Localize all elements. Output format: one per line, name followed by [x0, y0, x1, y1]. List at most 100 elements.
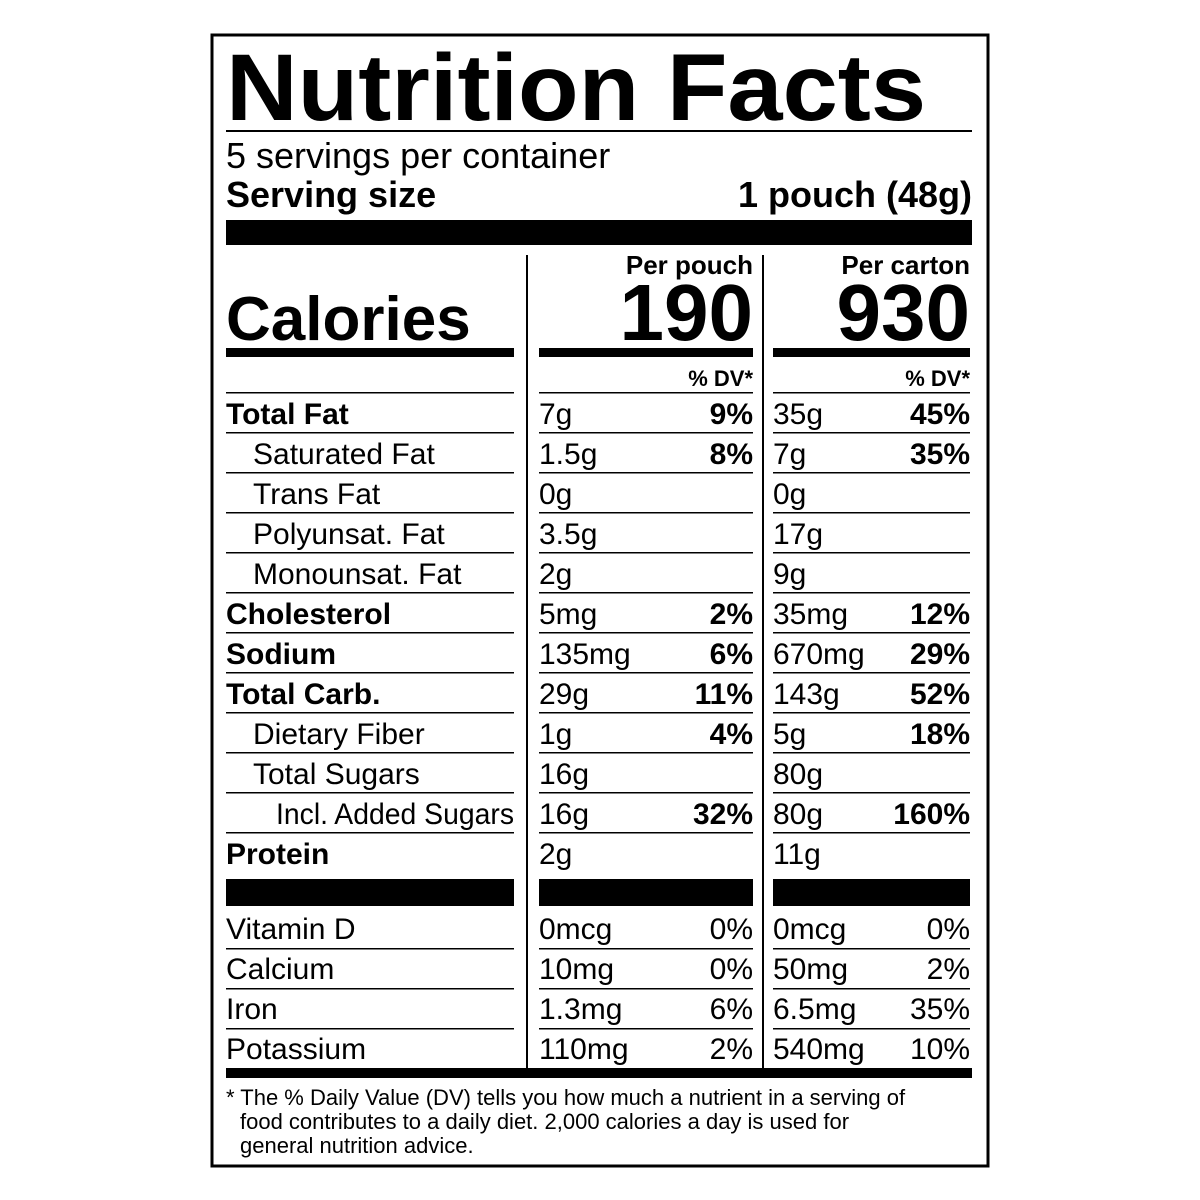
nutrient-name: Saturated Fat — [253, 438, 435, 471]
rule — [773, 472, 970, 474]
amount: 11g — [773, 838, 821, 871]
daily-value: 35% — [910, 438, 970, 471]
amount: 5mg — [539, 598, 597, 631]
amount: 7g — [539, 398, 572, 431]
rule — [773, 832, 970, 834]
column-divider — [526, 255, 528, 1068]
nutrient-name: Monounsat. Fat — [253, 558, 462, 591]
daily-value: 2% — [927, 953, 970, 986]
nutrient-name: Trans Fat — [253, 478, 381, 511]
amount: 2g — [539, 558, 572, 591]
amount: 2g — [539, 838, 572, 871]
rule — [226, 712, 514, 714]
daily-value: 9% — [710, 398, 753, 431]
rule — [773, 632, 970, 634]
rule — [539, 752, 753, 754]
amount: 80g — [773, 758, 823, 791]
bar — [226, 348, 514, 357]
daily-value: 32% — [693, 798, 753, 831]
nutrient-name: Protein — [226, 838, 329, 871]
rule — [226, 592, 514, 594]
thick-bar — [226, 220, 972, 245]
rule — [773, 988, 970, 990]
amount: 670mg — [773, 638, 865, 671]
amount: 6.5mg — [773, 993, 856, 1026]
footnote: food contributes to a daily diet. 2,000 … — [240, 1109, 849, 1134]
daily-value: 6% — [710, 993, 753, 1026]
rule — [539, 948, 753, 950]
amount: 1.5g — [539, 438, 597, 471]
amount: 135mg — [539, 638, 631, 671]
rule — [539, 592, 753, 594]
amount: 50mg — [773, 953, 848, 986]
calories-value: 930 — [837, 268, 970, 357]
nutrient-name: Total Fat — [226, 398, 349, 431]
daily-value: 12% — [910, 598, 970, 631]
amount: 35mg — [773, 598, 848, 631]
amount: 80g — [773, 798, 823, 831]
thick-bar — [226, 1068, 972, 1078]
rule — [539, 1028, 753, 1030]
nutrient-name: Total Sugars — [253, 758, 420, 791]
amount: 7g — [773, 438, 806, 471]
nutrient-name: Dietary Fiber — [253, 718, 425, 751]
rule — [226, 512, 514, 514]
amount: 16g — [539, 758, 589, 791]
rule — [773, 512, 970, 514]
rule — [226, 672, 514, 674]
daily-value: 8% — [710, 438, 753, 471]
nutrient-name: Potassium — [226, 1033, 366, 1066]
rule — [773, 392, 970, 394]
rule — [226, 130, 972, 132]
rule — [539, 552, 753, 554]
amount: 1.3mg — [539, 993, 622, 1026]
rule — [773, 592, 970, 594]
amount: 3.5g — [539, 518, 597, 551]
daily-value: 52% — [910, 678, 970, 711]
amount: 1g — [539, 718, 572, 751]
amount: 110mg — [539, 1033, 629, 1066]
daily-value: 29% — [910, 638, 970, 671]
amount: 9g — [773, 558, 806, 591]
rule — [773, 792, 970, 794]
rule — [226, 472, 514, 474]
daily-value: 2% — [710, 598, 753, 631]
rule — [539, 988, 753, 990]
rule — [226, 988, 514, 990]
daily-value: 0% — [710, 913, 753, 946]
daily-value: 35% — [910, 993, 970, 1026]
nutrient-name: Calcium — [226, 953, 334, 986]
rule — [539, 832, 753, 834]
rule — [226, 832, 514, 834]
servings: 5 servings per container — [226, 135, 610, 176]
rule — [773, 712, 970, 714]
daily-value: 0% — [710, 953, 753, 986]
rule — [539, 632, 753, 634]
daily-value: 160% — [893, 798, 970, 831]
bar — [226, 879, 514, 906]
rule — [539, 472, 753, 474]
nutrient-name: Polyunsat. Fat — [253, 518, 445, 551]
calories-value: 190 — [620, 268, 753, 357]
nutrient-name: Incl. Added Sugars — [276, 798, 514, 831]
rule — [226, 432, 514, 434]
serving-size-value: 1 pouch (48g) — [738, 174, 972, 215]
label-border — [210, 33, 990, 1168]
rule — [226, 392, 514, 394]
rule — [539, 512, 753, 514]
rule — [773, 1028, 970, 1030]
rule — [539, 392, 753, 394]
nutrient-name: Total Carb. — [226, 678, 380, 711]
footnote: * The % Daily Value (DV) tells you how m… — [226, 1085, 906, 1110]
amount: 0g — [773, 478, 806, 511]
daily-value: 11% — [695, 678, 753, 711]
amount: 143g — [773, 678, 840, 711]
nutrient-name: Sodium — [226, 638, 336, 671]
dv-header: % DV* — [688, 366, 753, 391]
bar — [773, 348, 970, 357]
title: Nutrition Facts — [226, 35, 926, 141]
nutrient-name: Vitamin D — [226, 913, 356, 946]
amount: 35g — [773, 398, 823, 431]
column-header: Per carton — [841, 250, 970, 280]
amount: 16g — [539, 798, 589, 831]
